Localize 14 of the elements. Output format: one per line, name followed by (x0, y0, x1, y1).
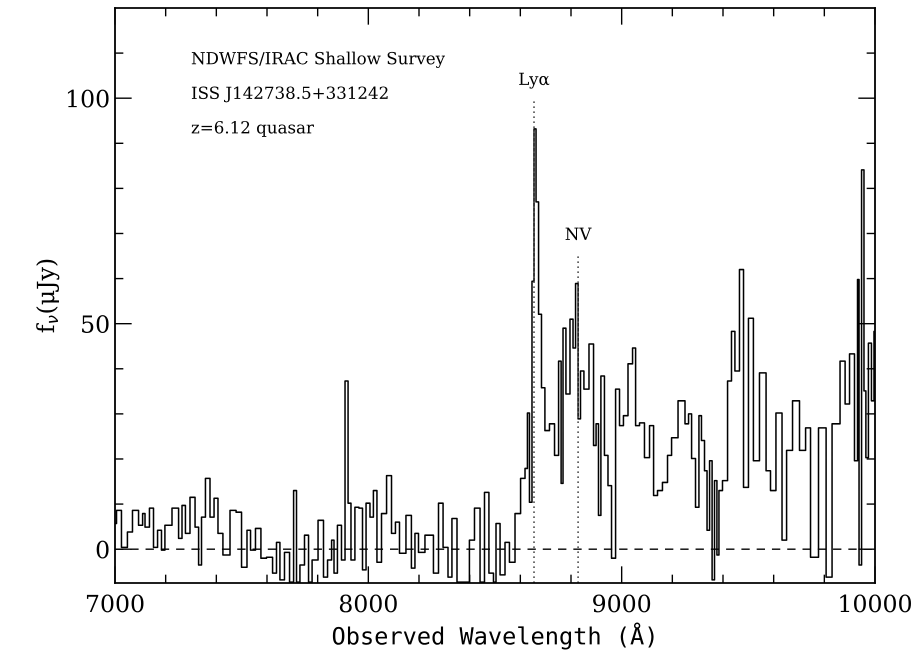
y-tick-label: 0 (96, 540, 109, 558)
y-axis-title: f$_{ν}$(μJy) (36, 260, 60, 332)
annotation: z=6.12 quasar (192, 120, 314, 137)
x-axis-title: Observed Wavelength (Å) (332, 622, 654, 650)
y-tick-label: 50 (82, 315, 109, 333)
annotation: NDWFS/IRAC Shallow Survey (192, 52, 446, 68)
x-tick-label: 10000 (840, 594, 911, 612)
y-tick-label: 100 (68, 90, 109, 108)
annotation: ISS J142738.5+331242 (192, 86, 388, 102)
ref-line-label: Lyα (519, 72, 550, 89)
x-tick-label: 9000 (593, 594, 650, 612)
ref-line-label: NV (566, 228, 592, 240)
x-tick-label: 8000 (340, 594, 397, 612)
x-tick-label: 7000 (86, 594, 144, 612)
